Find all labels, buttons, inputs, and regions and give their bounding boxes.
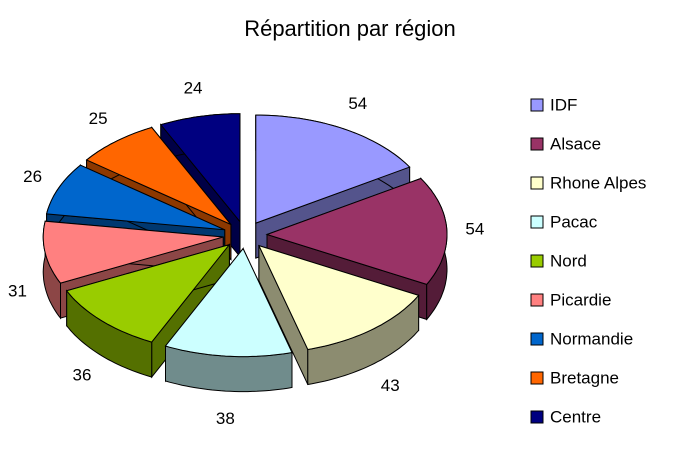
slice <box>85 126 232 225</box>
legend-swatch <box>530 254 544 268</box>
data-label: 26 <box>23 167 42 186</box>
legend-swatch <box>530 293 544 307</box>
data-label: 54 <box>465 220 484 239</box>
data-label: 24 <box>184 78 203 97</box>
legend-swatch <box>530 410 544 424</box>
slice <box>164 247 293 393</box>
data-label: 31 <box>8 281 27 300</box>
chart-title: Répartition par région <box>244 16 456 41</box>
legend-label: Normandie <box>550 329 633 348</box>
legend-swatch <box>530 176 544 190</box>
slice <box>265 177 448 285</box>
slice <box>257 244 420 386</box>
legend-label: Bretagne <box>550 368 619 387</box>
data-label: 38 <box>216 409 235 428</box>
legend-label: Pacac <box>550 212 598 231</box>
slice <box>65 243 231 343</box>
legend-label: Centre <box>550 407 601 426</box>
legend-label: Alsace <box>550 134 601 153</box>
slice <box>257 244 420 351</box>
legend-swatch <box>530 332 544 346</box>
slice <box>45 164 225 231</box>
slice <box>42 220 224 284</box>
data-label: 25 <box>89 109 108 128</box>
slice <box>255 114 411 224</box>
legend-label: Rhone Alpes <box>550 173 646 192</box>
slice <box>164 247 293 358</box>
legend-swatch <box>530 215 544 229</box>
slice <box>159 113 241 224</box>
data-label: 36 <box>73 365 92 384</box>
data-label: 43 <box>381 376 400 395</box>
legend-label: Picardie <box>550 290 611 309</box>
slice <box>65 243 231 379</box>
legend-swatch <box>530 98 544 112</box>
legend-swatch <box>530 371 544 385</box>
legend-label: Nord <box>550 251 587 270</box>
legend-label: IDF <box>550 95 577 114</box>
legend-swatch <box>530 137 544 151</box>
data-label: 54 <box>348 94 367 113</box>
